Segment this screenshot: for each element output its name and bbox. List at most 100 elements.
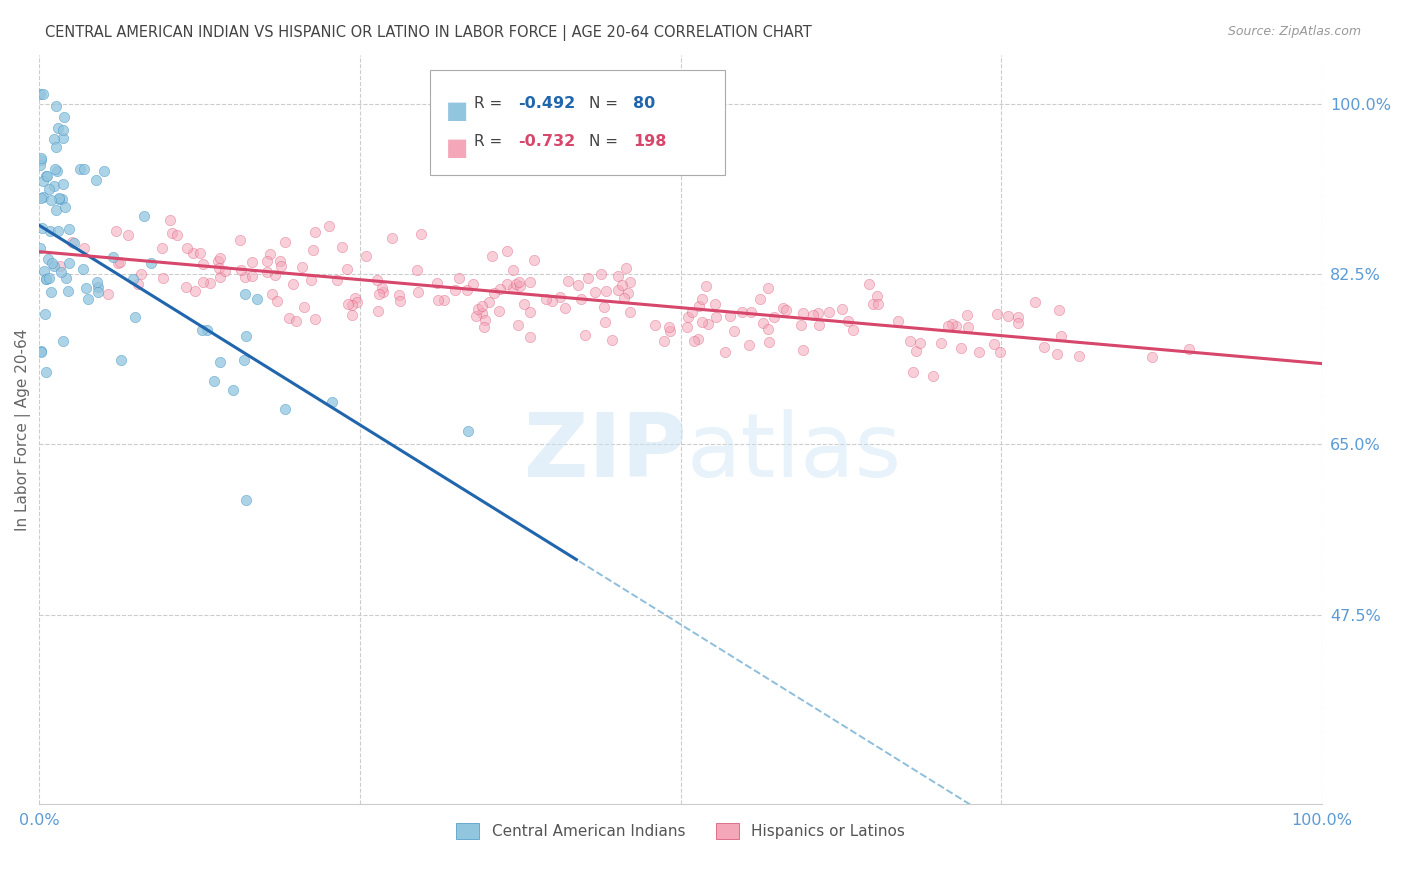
Point bbox=[73, 161, 96, 176]
Point bbox=[184, 284, 207, 298]
Point bbox=[340, 308, 363, 322]
Point bbox=[474, 312, 496, 326]
Point bbox=[471, 306, 494, 320]
Point bbox=[58, 222, 80, 236]
Point bbox=[233, 269, 256, 284]
Text: R =: R = bbox=[474, 134, 508, 149]
Point bbox=[695, 279, 717, 293]
Point bbox=[270, 259, 292, 273]
Point bbox=[101, 250, 124, 264]
Point bbox=[42, 132, 65, 146]
Point bbox=[366, 273, 388, 287]
Legend: Central American Indians, Hispanics or Latinos: Central American Indians, Hispanics or L… bbox=[450, 817, 911, 846]
Point bbox=[433, 293, 456, 307]
Point bbox=[195, 323, 218, 337]
Text: CENTRAL AMERICAN INDIAN VS HISPANIC OR LATINO IN LABOR FORCE | AGE 20-64 CORRELA: CENTRAL AMERICAN INDIAN VS HISPANIC OR L… bbox=[45, 25, 811, 41]
Point bbox=[447, 271, 470, 285]
Point bbox=[613, 291, 636, 305]
Point bbox=[107, 256, 129, 270]
Point bbox=[69, 162, 91, 177]
Point bbox=[751, 317, 773, 331]
Text: 80: 80 bbox=[633, 96, 655, 112]
Point bbox=[222, 383, 245, 397]
Point bbox=[256, 265, 278, 279]
Point bbox=[260, 287, 283, 301]
Point bbox=[908, 336, 931, 351]
Point bbox=[30, 241, 52, 255]
Point bbox=[456, 283, 478, 297]
Point bbox=[336, 262, 359, 277]
Point bbox=[321, 395, 343, 409]
Point bbox=[1033, 340, 1056, 354]
Point bbox=[574, 327, 596, 342]
Point bbox=[792, 343, 814, 358]
Point bbox=[367, 304, 389, 318]
Point bbox=[740, 304, 762, 318]
Point bbox=[110, 353, 132, 368]
Text: atlas: atlas bbox=[688, 409, 903, 496]
Point bbox=[337, 297, 360, 311]
Point bbox=[124, 310, 146, 325]
Point bbox=[569, 292, 592, 306]
Point bbox=[595, 315, 617, 329]
Point bbox=[488, 303, 510, 318]
Point bbox=[30, 153, 52, 167]
Point bbox=[389, 294, 412, 309]
Point bbox=[191, 275, 214, 289]
Text: -0.492: -0.492 bbox=[517, 96, 575, 112]
Point bbox=[731, 305, 754, 319]
Point bbox=[62, 235, 84, 250]
Point bbox=[478, 295, 501, 310]
Point bbox=[506, 318, 529, 332]
Point bbox=[481, 249, 503, 263]
Point bbox=[519, 330, 541, 344]
Point bbox=[775, 303, 797, 318]
Text: Source: ZipAtlas.com: Source: ZipAtlas.com bbox=[1227, 25, 1361, 38]
Point bbox=[405, 262, 427, 277]
Point bbox=[614, 261, 637, 276]
Point bbox=[1178, 342, 1201, 356]
Point bbox=[77, 292, 100, 306]
Point bbox=[35, 169, 58, 183]
Point bbox=[513, 297, 536, 311]
Point bbox=[52, 123, 75, 137]
Point bbox=[986, 307, 1008, 321]
Point bbox=[122, 272, 145, 286]
Point bbox=[159, 212, 181, 227]
Point bbox=[278, 310, 301, 325]
Point bbox=[35, 272, 58, 286]
Point bbox=[406, 285, 429, 300]
Point bbox=[426, 276, 449, 290]
Point bbox=[30, 191, 52, 205]
Point bbox=[38, 182, 60, 196]
Point bbox=[53, 110, 76, 124]
Point bbox=[53, 200, 76, 214]
Point bbox=[866, 297, 889, 311]
Point bbox=[567, 278, 589, 293]
Point bbox=[174, 279, 197, 293]
Point bbox=[44, 161, 66, 176]
Point bbox=[73, 241, 96, 255]
Point bbox=[898, 334, 921, 349]
Point bbox=[583, 285, 606, 299]
Point bbox=[45, 139, 67, 153]
Point bbox=[117, 228, 139, 243]
Point bbox=[127, 277, 149, 291]
Point bbox=[38, 271, 60, 285]
Point bbox=[488, 282, 510, 296]
Point bbox=[87, 285, 110, 300]
Point bbox=[519, 276, 541, 290]
Point bbox=[600, 334, 623, 348]
Point bbox=[554, 301, 576, 315]
Point bbox=[46, 224, 69, 238]
Point bbox=[208, 355, 231, 369]
Text: N =: N = bbox=[589, 134, 623, 149]
Point bbox=[86, 279, 108, 293]
Point bbox=[426, 293, 449, 308]
Point bbox=[152, 270, 174, 285]
Point bbox=[381, 231, 404, 245]
Text: -0.732: -0.732 bbox=[517, 134, 575, 149]
Point bbox=[837, 314, 859, 328]
Point bbox=[58, 255, 80, 269]
Point bbox=[652, 334, 675, 348]
